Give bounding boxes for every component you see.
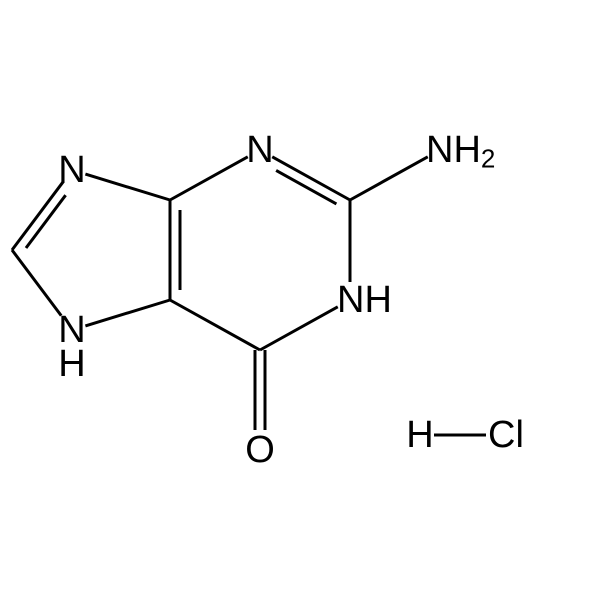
atom-label-N3: NH xyxy=(337,279,392,321)
bond xyxy=(85,300,170,326)
bond xyxy=(85,174,170,200)
atom-label-N1: N xyxy=(246,129,273,171)
bond xyxy=(12,181,64,250)
atom-label-N7: N xyxy=(58,149,85,191)
atom-label-O: O xyxy=(245,429,275,471)
molecule-diagram: NNH2NHONNHHCl xyxy=(0,0,600,600)
atom-label-N9-H: H xyxy=(58,343,85,385)
atom-label-NH2: NH2 xyxy=(426,129,495,173)
bond xyxy=(12,250,61,316)
atom-label-H: H xyxy=(406,414,433,456)
bond xyxy=(170,300,260,350)
atom-label-Cl: Cl xyxy=(488,414,524,456)
bonds-group xyxy=(12,157,486,435)
bond xyxy=(260,307,338,350)
bond xyxy=(350,157,428,200)
bond xyxy=(170,157,248,200)
bond xyxy=(272,157,350,200)
